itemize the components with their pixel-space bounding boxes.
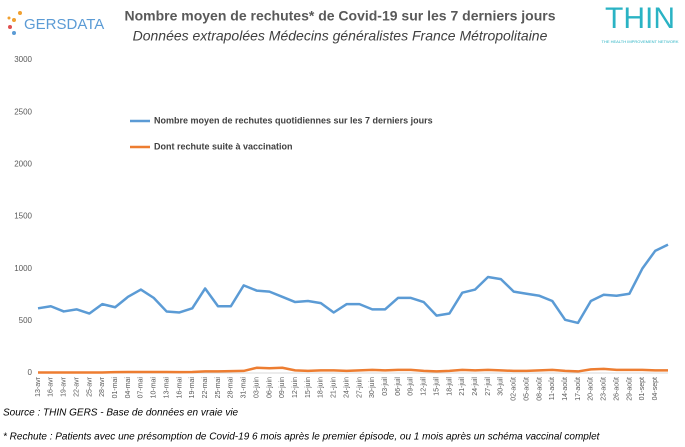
x-tick-label: 20-août: [588, 377, 595, 401]
x-tick-label: 02-août: [511, 377, 518, 401]
legend-label: Dont rechute suite à vaccination: [154, 141, 293, 151]
x-tick-label: 01-sept: [639, 377, 646, 400]
x-tick-label: 01-mai: [112, 377, 119, 399]
x-tick-label: 13-avr: [35, 376, 42, 397]
x-tick-label: 30-juin: [369, 377, 376, 398]
x-tick-label: 10-mai: [151, 377, 158, 399]
y-tick-label: 1000: [14, 264, 32, 273]
x-tick-label: 21-juil: [459, 377, 466, 396]
x-tick-label: 15-juil: [433, 377, 440, 396]
x-tick-label: 29-août: [626, 377, 633, 401]
x-tick-label: 18-juil: [446, 377, 453, 396]
y-tick-label: 2500: [14, 107, 32, 116]
x-tick-label: 14-août: [562, 377, 569, 401]
x-tick-label: 31-mai: [241, 377, 248, 399]
chart-subtitle: Données extrapolées Médecins généraliste…: [133, 28, 548, 44]
y-tick-label: 2000: [14, 159, 32, 168]
note: * Rechute : Patients avec une présomptio…: [3, 432, 601, 443]
x-tick-label: 08-août: [536, 377, 543, 401]
x-tick-label: 11-août: [549, 377, 556, 400]
x-tick-label: 17-août: [575, 377, 582, 401]
logo-text: GERSDATA: [24, 16, 104, 33]
y-tick-label: 500: [19, 316, 33, 325]
y-tick-label: 0: [28, 368, 33, 377]
x-tick-label: 24-juil: [472, 377, 479, 396]
x-tick-label: 22-avr: [73, 376, 80, 397]
x-tick-label: 21-juin: [331, 377, 338, 398]
y-tick-label: 3000: [14, 55, 32, 64]
x-tick-label: 28-mai: [228, 377, 235, 399]
x-tick-label: 03-juil: [382, 377, 389, 396]
x-tick-label: 30-juil: [498, 377, 505, 396]
x-tick-label: 09-juil: [408, 377, 415, 396]
legend-label: Nombre moyen de rechutes quotidiennes su…: [154, 115, 433, 125]
chart-title: Nombre moyen de rechutes* de Covid-19 su…: [124, 8, 555, 24]
x-tick-label: 07-mai: [138, 377, 145, 399]
x-tick-label: 27-juin: [356, 377, 363, 398]
logo-text: THE HEALTH IMPROVEMENT NETWORK: [602, 39, 679, 44]
x-tick-label: 04-sept: [652, 377, 659, 400]
x-tick-label: 26-août: [613, 377, 620, 401]
x-tick-label: 18-juin: [318, 377, 325, 398]
logo-text: THIN: [605, 2, 675, 35]
x-tick-label: 28-avr: [99, 376, 106, 397]
x-tick-label: 19-avr: [61, 376, 68, 397]
x-tick-label: 06-juil: [395, 377, 402, 396]
x-tick-label: 25-avr: [86, 376, 93, 397]
series-line: [37, 243, 669, 325]
x-tick-label: 24-juin: [343, 377, 350, 398]
x-tick-label: 12-juil: [421, 377, 428, 396]
x-tick-label: 27-juil: [485, 377, 492, 396]
x-tick-label: 12-juin: [292, 377, 299, 398]
series-line: [38, 366, 668, 374]
x-tick-label: 04-mai: [125, 377, 132, 399]
x-tick-label: 25-mai: [215, 377, 222, 399]
x-tick-label: 22-mai: [202, 377, 209, 399]
x-tick-label: 16-avr: [48, 376, 55, 397]
x-tick-label: 23-août: [601, 377, 608, 401]
x-tick-label: 06-juin: [266, 377, 273, 398]
x-tick-label: 19-mai: [189, 377, 196, 399]
x-tick-label: 09-juin: [279, 377, 286, 398]
source: Source : THIN GERS - Base de données en …: [3, 408, 239, 419]
x-tick-label: 03-juin: [253, 377, 260, 398]
gers-logo: GERSDATA: [7, 11, 104, 35]
x-tick-label: 13-mai: [163, 377, 170, 399]
x-tick-label: 16-mai: [176, 377, 183, 399]
x-tick-label: 15-juin: [305, 377, 312, 398]
y-tick-label: 1500: [14, 212, 32, 221]
x-tick-label: 05-août: [523, 377, 530, 401]
